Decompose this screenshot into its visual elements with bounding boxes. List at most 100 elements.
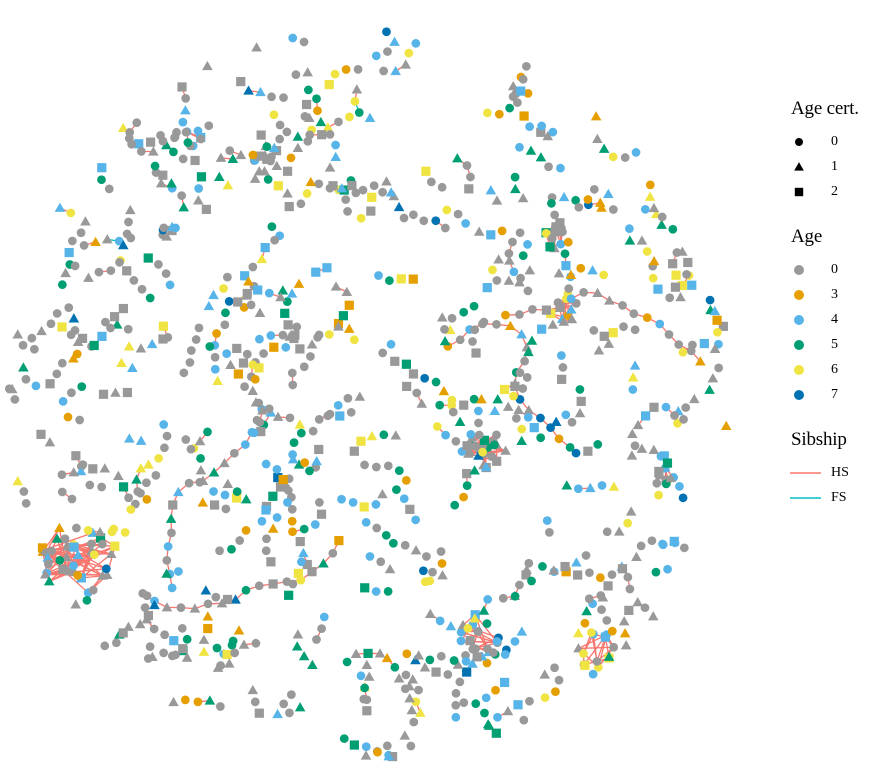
node-square [233,297,243,307]
node-circle [176,603,186,613]
node-circle [490,440,499,450]
node-circle [440,324,449,334]
node-triangle [364,112,376,123]
node-circle [369,181,379,190]
node-circle [291,70,301,80]
node-triangle [267,523,279,533]
node-square [158,321,169,331]
node-triangle [250,397,262,407]
node-circle [675,482,684,491]
node-circle [474,430,484,440]
node-circle [333,400,343,410]
node-circle [558,363,568,372]
node-square [486,230,496,240]
node-square [268,579,278,589]
node-circle [479,317,489,327]
node-circle [550,663,559,673]
node-triangle [502,706,514,716]
node-circle [154,453,164,463]
node-circle [160,443,169,453]
node-triangle [292,629,304,639]
node-circle [72,349,82,359]
node-square [349,446,359,456]
node-triangle [204,695,216,705]
node-triangle [324,162,336,172]
node-circle [382,741,392,751]
node-circle [631,148,641,157]
node-square [356,436,366,446]
node-circle [536,413,545,423]
node-triangle [202,611,214,621]
node-circle [129,276,139,285]
node-circle [362,695,372,705]
node-circle [47,546,57,556]
node-triangle [521,564,532,575]
node-triangle [222,478,234,489]
node-circle [431,377,441,387]
node-triangle [526,335,538,345]
node-triangle [311,455,322,466]
node-triangle [590,111,602,121]
node-square [519,111,529,121]
node-circle [607,570,617,579]
node-triangle [293,278,305,288]
node-circle [161,269,171,278]
node-circle [325,409,335,419]
node-circle [618,301,627,310]
node-circle [230,648,240,658]
node-circle [288,33,298,43]
node-circle [219,284,228,293]
node-triangle [366,430,378,441]
node-triangle [259,166,270,176]
node-circle [296,428,306,438]
node-circle [308,426,318,436]
node-triangle [400,59,411,69]
node-square [69,542,79,552]
node-circle [346,407,356,417]
legend-age-5-label: 5 [831,336,838,352]
node-circle [181,127,191,137]
node-triangle [6,383,18,394]
node-triangle [194,436,206,446]
node-circle [509,391,518,401]
node-circle [563,237,573,247]
node-circle [519,715,529,725]
node-circle [125,128,135,137]
node-triangle [68,353,79,363]
node-circle [515,580,524,590]
legend-age-title: Age [791,226,823,247]
node-circle [339,734,349,743]
node-square [284,590,294,600]
node-triangle [571,557,582,567]
node-triangle [381,652,393,663]
node-circle [182,634,192,644]
node-circle [240,382,249,391]
legend-age-5-key [789,335,825,355]
node-circle [567,417,577,427]
node-square [307,567,317,577]
node-circle [78,460,88,470]
legend-sibship-fs-label: FS [831,489,847,505]
node-triangle [268,142,280,153]
node-circle [647,536,657,546]
node-circle [579,649,588,658]
node-triangle [390,430,402,440]
node-circle [383,587,393,596]
node-circle [665,293,675,303]
node-square [600,632,610,642]
node-square [260,243,270,253]
node-triangle [197,497,209,507]
node-circle [573,484,583,494]
node-circle [481,693,491,703]
node-circle [518,384,528,393]
node-triangle [271,160,283,171]
node-triangle [452,659,464,669]
legend-shape-circle-key [789,132,825,152]
node-circle [63,412,73,422]
node-circle [66,208,76,218]
node-triangle [291,641,303,651]
node-circle [70,261,80,271]
node-circle [619,322,628,332]
node-circle [450,500,460,510]
node-square [146,137,156,147]
